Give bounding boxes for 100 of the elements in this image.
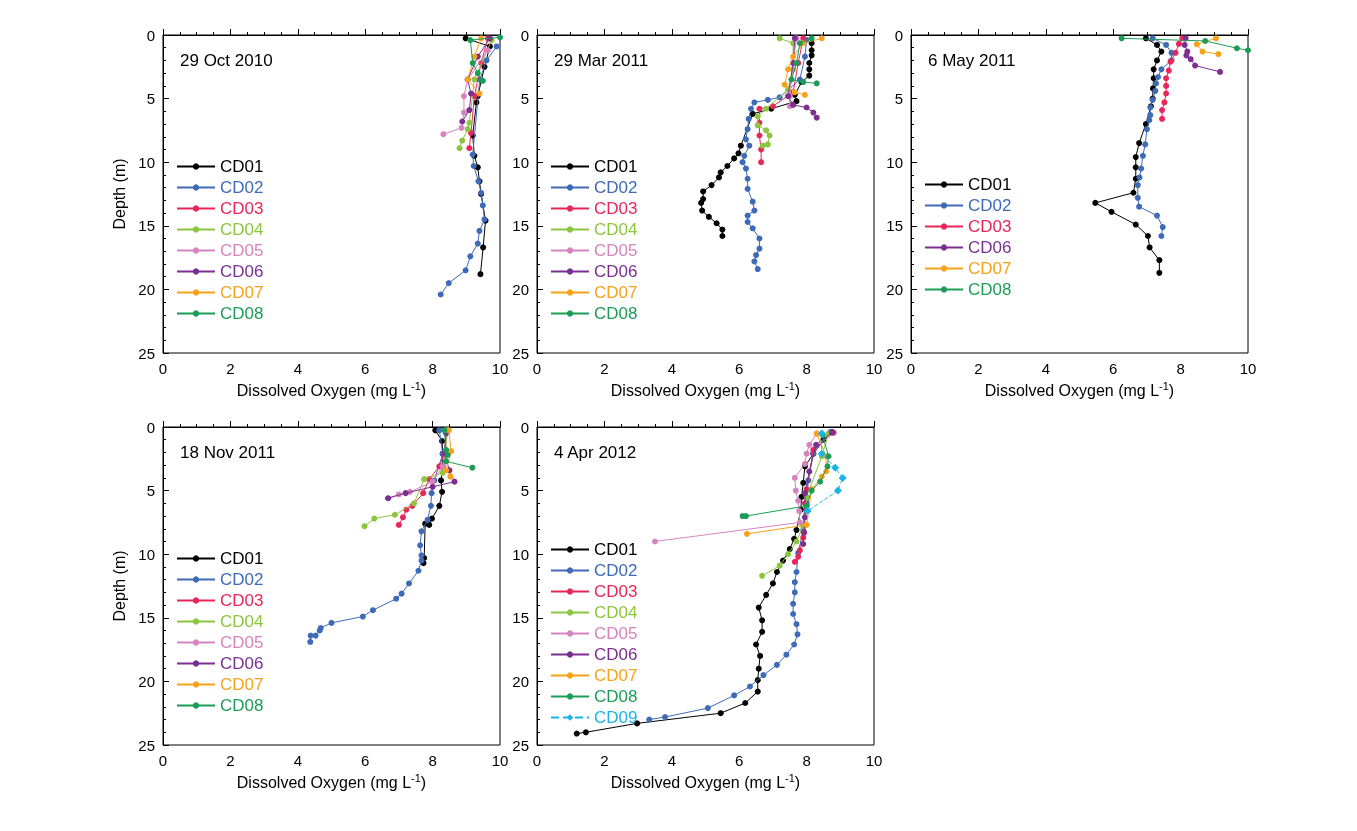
legend-label: CD08 [968, 280, 1012, 299]
x-tick-label: 0 [906, 360, 916, 377]
x-tick-label: 2 [974, 360, 983, 377]
x-tick-label: 6 [735, 752, 744, 769]
x-tick-label: 0 [532, 360, 542, 377]
text: 6 May 2011 [928, 51, 1016, 70]
legend-label: CD02 [220, 570, 264, 589]
legend-label: CD08 [220, 304, 264, 323]
legend-label: CD03 [594, 199, 638, 218]
x-tick-label: 10 [1239, 360, 1257, 377]
text: 29 Oct 2010 [180, 51, 273, 70]
x-tick-label: 8 [428, 360, 437, 377]
legend-label: CD09 [594, 708, 638, 727]
legend-label: CD05 [220, 241, 264, 260]
legend-label: CD02 [220, 178, 264, 197]
y-tick-label: 25 [138, 344, 155, 362]
legend-label: CD01 [220, 549, 264, 568]
y-tick-label: 5 [146, 482, 155, 500]
legend-label: CD07 [594, 283, 638, 302]
legend-label: CD02 [594, 561, 638, 580]
y-tick-label: 25 [138, 736, 155, 754]
x-tick-label: 4 [667, 360, 676, 377]
legend-label: CD07 [594, 666, 638, 685]
x-tick-label: 6 [361, 360, 370, 377]
legend-label: CD08 [594, 687, 638, 706]
legend-label: CD01 [968, 175, 1012, 194]
x-tick-label: 0 [532, 752, 542, 769]
y-tick-label: 15 [138, 217, 155, 235]
legend-label: CD05 [594, 241, 638, 260]
x-tick-label: 8 [802, 360, 811, 377]
legend-label: CD01 [594, 540, 638, 559]
x-tick-label: 4 [293, 360, 302, 377]
y-tick-label: 0 [520, 418, 529, 436]
x-tick-label: 10 [491, 752, 509, 769]
y-tick-label: 20 [512, 672, 529, 690]
text: 18 Nov 2011 [180, 443, 276, 462]
text: 29 Mar 2011 [554, 51, 649, 70]
y-axis-title: Depth (m) [110, 158, 128, 230]
x-tick-label: 10 [491, 360, 509, 377]
y-tick-label: 15 [138, 609, 155, 627]
y-tick-label: 15 [886, 217, 903, 235]
y-tick-label: 20 [138, 280, 155, 298]
x-tick-label: 10 [865, 752, 883, 769]
y-tick-label: 0 [146, 418, 155, 436]
y-tick-label: 5 [520, 90, 529, 108]
legend-label: CD06 [594, 262, 638, 281]
y-tick-label: 20 [512, 280, 529, 298]
y-tick-label: 0 [146, 26, 155, 44]
y-tick-label: 5 [894, 90, 903, 108]
legend-label: CD02 [594, 178, 638, 197]
legend-label: CD06 [220, 262, 264, 281]
y-tick-label: 0 [894, 26, 903, 44]
y-tick-label: 5 [520, 482, 529, 500]
x-tick-label: 6 [361, 752, 370, 769]
legend-label: CD04 [594, 220, 638, 239]
x-tick-label: 2 [600, 360, 609, 377]
x-tick-label: 4 [667, 752, 676, 769]
x-tick-label: 2 [600, 752, 609, 769]
legend-label: CD06 [968, 238, 1012, 257]
legend-label: CD08 [220, 696, 264, 715]
x-tick-label: 2 [226, 752, 235, 769]
y-tick-label: 20 [138, 672, 155, 690]
x-tick-label: 10 [865, 360, 883, 377]
x-tick-label: 8 [1176, 360, 1185, 377]
legend-label: CD05 [594, 624, 638, 643]
legend-label: CD02 [968, 196, 1012, 215]
y-tick-label: 10 [138, 545, 155, 563]
legend-label: CD03 [220, 199, 264, 218]
legend-label: CD08 [594, 304, 638, 323]
y-tick-label: 10 [886, 153, 903, 171]
x-tick-label: 2 [226, 360, 235, 377]
y-tick-label: 25 [512, 344, 529, 362]
legend-label: CD03 [594, 582, 638, 601]
legend-label: CD07 [968, 259, 1012, 278]
x-tick-label: 0 [158, 752, 168, 769]
x-tick-label: 0 [158, 360, 168, 377]
legend-label: CD07 [220, 283, 264, 302]
y-tick-label: 25 [886, 344, 903, 362]
x-tick-label: 8 [428, 752, 437, 769]
legend-label: CD04 [220, 612, 264, 631]
legend-label: CD06 [594, 645, 638, 664]
y-tick-label: 25 [512, 736, 529, 754]
y-tick-label: 0 [520, 26, 529, 44]
text: 4 Apr 2012 [554, 443, 637, 462]
y-tick-label: 5 [146, 90, 155, 108]
legend-label: CD07 [220, 675, 264, 694]
y-tick-label: 10 [512, 153, 529, 171]
x-tick-label: 8 [802, 752, 811, 769]
legend-label: CD04 [220, 220, 264, 239]
legend-label: CD01 [220, 157, 264, 176]
legend-label: CD05 [220, 633, 264, 652]
x-tick-label: 6 [1109, 360, 1118, 377]
legend-label: CD03 [220, 591, 264, 610]
legend-label: CD03 [968, 217, 1012, 236]
x-tick-label: 6 [735, 360, 744, 377]
legend-label: CD06 [220, 654, 264, 673]
y-axis-title: Depth (m) [110, 550, 128, 622]
legend-label: CD01 [594, 157, 638, 176]
legend-label: CD04 [594, 603, 638, 622]
x-tick-label: 4 [293, 752, 302, 769]
